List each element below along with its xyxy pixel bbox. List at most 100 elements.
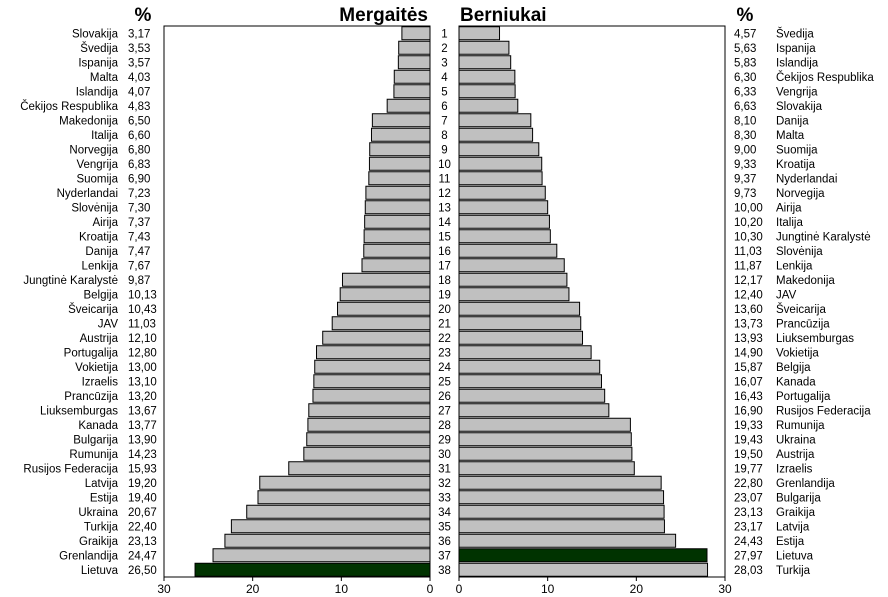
right-value-label: 23,13 bbox=[734, 507, 763, 519]
right-country-label: Makedonija bbox=[776, 275, 835, 287]
right-country-label: Portugalija bbox=[776, 391, 831, 403]
left-country-label: Rusijos Federacija bbox=[23, 463, 118, 475]
left-bar bbox=[331, 316, 431, 331]
right-bar bbox=[458, 417, 631, 432]
left-value-label: 6,83 bbox=[128, 159, 150, 171]
left-tick-label: 0 bbox=[427, 582, 434, 596]
right-labels: 4,57 Švedija 5,63 Ispanija 5,83 Islandija 6,30… bbox=[734, 27, 874, 577]
right-country-label: Malta bbox=[776, 130, 805, 142]
left-labels: Slovakija 3,17 Švedija 3,53 Ispanija 3,57 Malt… bbox=[20, 28, 157, 577]
right-value-label: 27,97 bbox=[734, 550, 763, 562]
left-value-label: 6,60 bbox=[128, 130, 150, 142]
right-value-label: 13,60 bbox=[734, 304, 763, 316]
rank-number: 18 bbox=[438, 275, 451, 287]
right-country-label: Liuksemburgas bbox=[776, 333, 854, 345]
right-value-label: 12,17 bbox=[734, 275, 763, 287]
left-bar bbox=[306, 432, 431, 447]
left-value-label: 24,47 bbox=[128, 550, 157, 562]
rank-number: 21 bbox=[438, 318, 451, 330]
right-value-label: 9,33 bbox=[734, 159, 756, 171]
right-country-label: Jungtinė Karalystė bbox=[776, 231, 871, 243]
left-bars bbox=[194, 26, 431, 577]
left-bar bbox=[322, 330, 431, 345]
right-bar bbox=[458, 98, 519, 113]
left-country-label: Malta bbox=[90, 72, 119, 84]
left-bar bbox=[369, 142, 431, 157]
left-bar bbox=[224, 533, 431, 548]
left-value-label: 12,10 bbox=[128, 333, 157, 345]
right-tick-label: 20 bbox=[630, 582, 644, 596]
left-country-label: Airija bbox=[92, 217, 118, 229]
left-country-label: Prancūzija bbox=[64, 391, 118, 403]
right-country-label: Slovakija bbox=[776, 101, 823, 113]
left-value-label: 19,40 bbox=[128, 492, 157, 504]
left-value-label: 3,57 bbox=[128, 57, 150, 69]
right-value-label: 16,07 bbox=[734, 376, 763, 388]
right-country-label: Šveicarija bbox=[776, 303, 826, 316]
right-country-label: Graikija bbox=[776, 507, 816, 519]
right-bar bbox=[458, 519, 665, 534]
right-country-label: JAV bbox=[776, 289, 797, 301]
right-bar bbox=[458, 185, 546, 200]
left-country-label: Vokietija bbox=[75, 362, 118, 374]
rank-number: 32 bbox=[438, 478, 451, 490]
left-value-label: 7,30 bbox=[128, 202, 150, 214]
right-country-label: Nyderlandai bbox=[776, 173, 837, 185]
left-bar bbox=[398, 40, 431, 55]
right-country-label: Kanada bbox=[776, 376, 816, 388]
left-unit-label: % bbox=[135, 5, 152, 26]
left-value-label: 6,80 bbox=[128, 144, 150, 156]
left-country-label: Islandija bbox=[76, 86, 119, 98]
right-title: Berniukai bbox=[460, 5, 547, 26]
left-bar bbox=[368, 171, 431, 186]
rank-number: 2 bbox=[441, 43, 447, 55]
right-bar bbox=[458, 330, 584, 345]
right-bar bbox=[458, 243, 558, 258]
right-value-label: 11,03 bbox=[734, 246, 762, 258]
left-bar bbox=[259, 475, 431, 490]
left-bar bbox=[314, 359, 431, 374]
left-value-label: 4,83 bbox=[128, 101, 150, 113]
rank-number: 8 bbox=[441, 130, 447, 142]
right-country-label: Danija bbox=[776, 115, 809, 127]
rank-number: 23 bbox=[438, 347, 451, 359]
left-bar bbox=[368, 156, 431, 171]
right-country-label: Turkija bbox=[776, 565, 811, 577]
rank-column: 1234567891011121314151617181920212223242… bbox=[438, 28, 451, 577]
left-bar bbox=[337, 301, 431, 316]
left-country-label: Slovėnija bbox=[71, 202, 118, 214]
rank-number: 20 bbox=[438, 304, 451, 316]
right-country-label: Estija bbox=[776, 536, 805, 548]
rank-number: 7 bbox=[441, 115, 447, 127]
left-tick-label: 10 bbox=[335, 582, 349, 596]
right-bar bbox=[458, 156, 543, 171]
left-value-label: 13,77 bbox=[128, 420, 157, 432]
right-bar bbox=[458, 229, 551, 244]
left-country-label: Estija bbox=[90, 492, 119, 504]
right-country-label: Vengrija bbox=[776, 86, 818, 98]
right-value-label: 23,17 bbox=[734, 521, 763, 533]
right-tick-label: 10 bbox=[541, 582, 555, 596]
left-bar bbox=[386, 98, 431, 113]
rank-number: 28 bbox=[438, 420, 451, 432]
right-country-label: Ukraina bbox=[776, 434, 816, 446]
left-country-label: Latvija bbox=[85, 478, 119, 490]
right-value-label: 10,20 bbox=[734, 217, 763, 229]
right-bar bbox=[458, 359, 601, 374]
rank-number: 16 bbox=[438, 246, 451, 258]
left-value-label: 6,90 bbox=[128, 173, 150, 185]
left-country-label: Kanada bbox=[78, 420, 118, 432]
left-country-label: Ukraina bbox=[78, 507, 118, 519]
right-bar bbox=[458, 475, 662, 490]
right-value-label: 19,77 bbox=[734, 463, 763, 475]
right-bar bbox=[458, 388, 606, 403]
rank-number: 37 bbox=[438, 550, 451, 562]
right-bar bbox=[458, 26, 501, 41]
right-country-label: Airija bbox=[776, 202, 802, 214]
left-country-label: Portugalija bbox=[64, 347, 119, 359]
left-value-label: 7,67 bbox=[128, 260, 150, 272]
left-country-label: Makedonija bbox=[59, 115, 118, 127]
left-value-label: 3,53 bbox=[128, 43, 150, 55]
right-value-label: 19,33 bbox=[734, 420, 763, 432]
